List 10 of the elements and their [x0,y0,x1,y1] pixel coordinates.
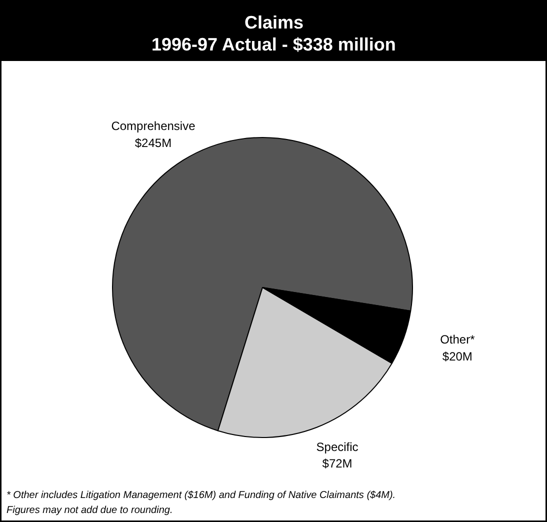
chart-title: Claims [244,12,304,32]
text: Figures may not add due to rounding. [6,505,173,516]
data-label: $245M [134,136,172,150]
chart-subtitle: 1996-97 Actual - $338 million [151,34,396,54]
slice-label: Other* [440,332,476,347]
slice-label: Comprehensive [111,119,196,134]
data-label: $20M [442,350,472,364]
text: * Other includes Litigation Management ($16M) and Funding of Native Claimants ($4M). [6,490,396,501]
data-label: $72M [322,456,352,471]
slice-label: Specific [316,440,358,454]
